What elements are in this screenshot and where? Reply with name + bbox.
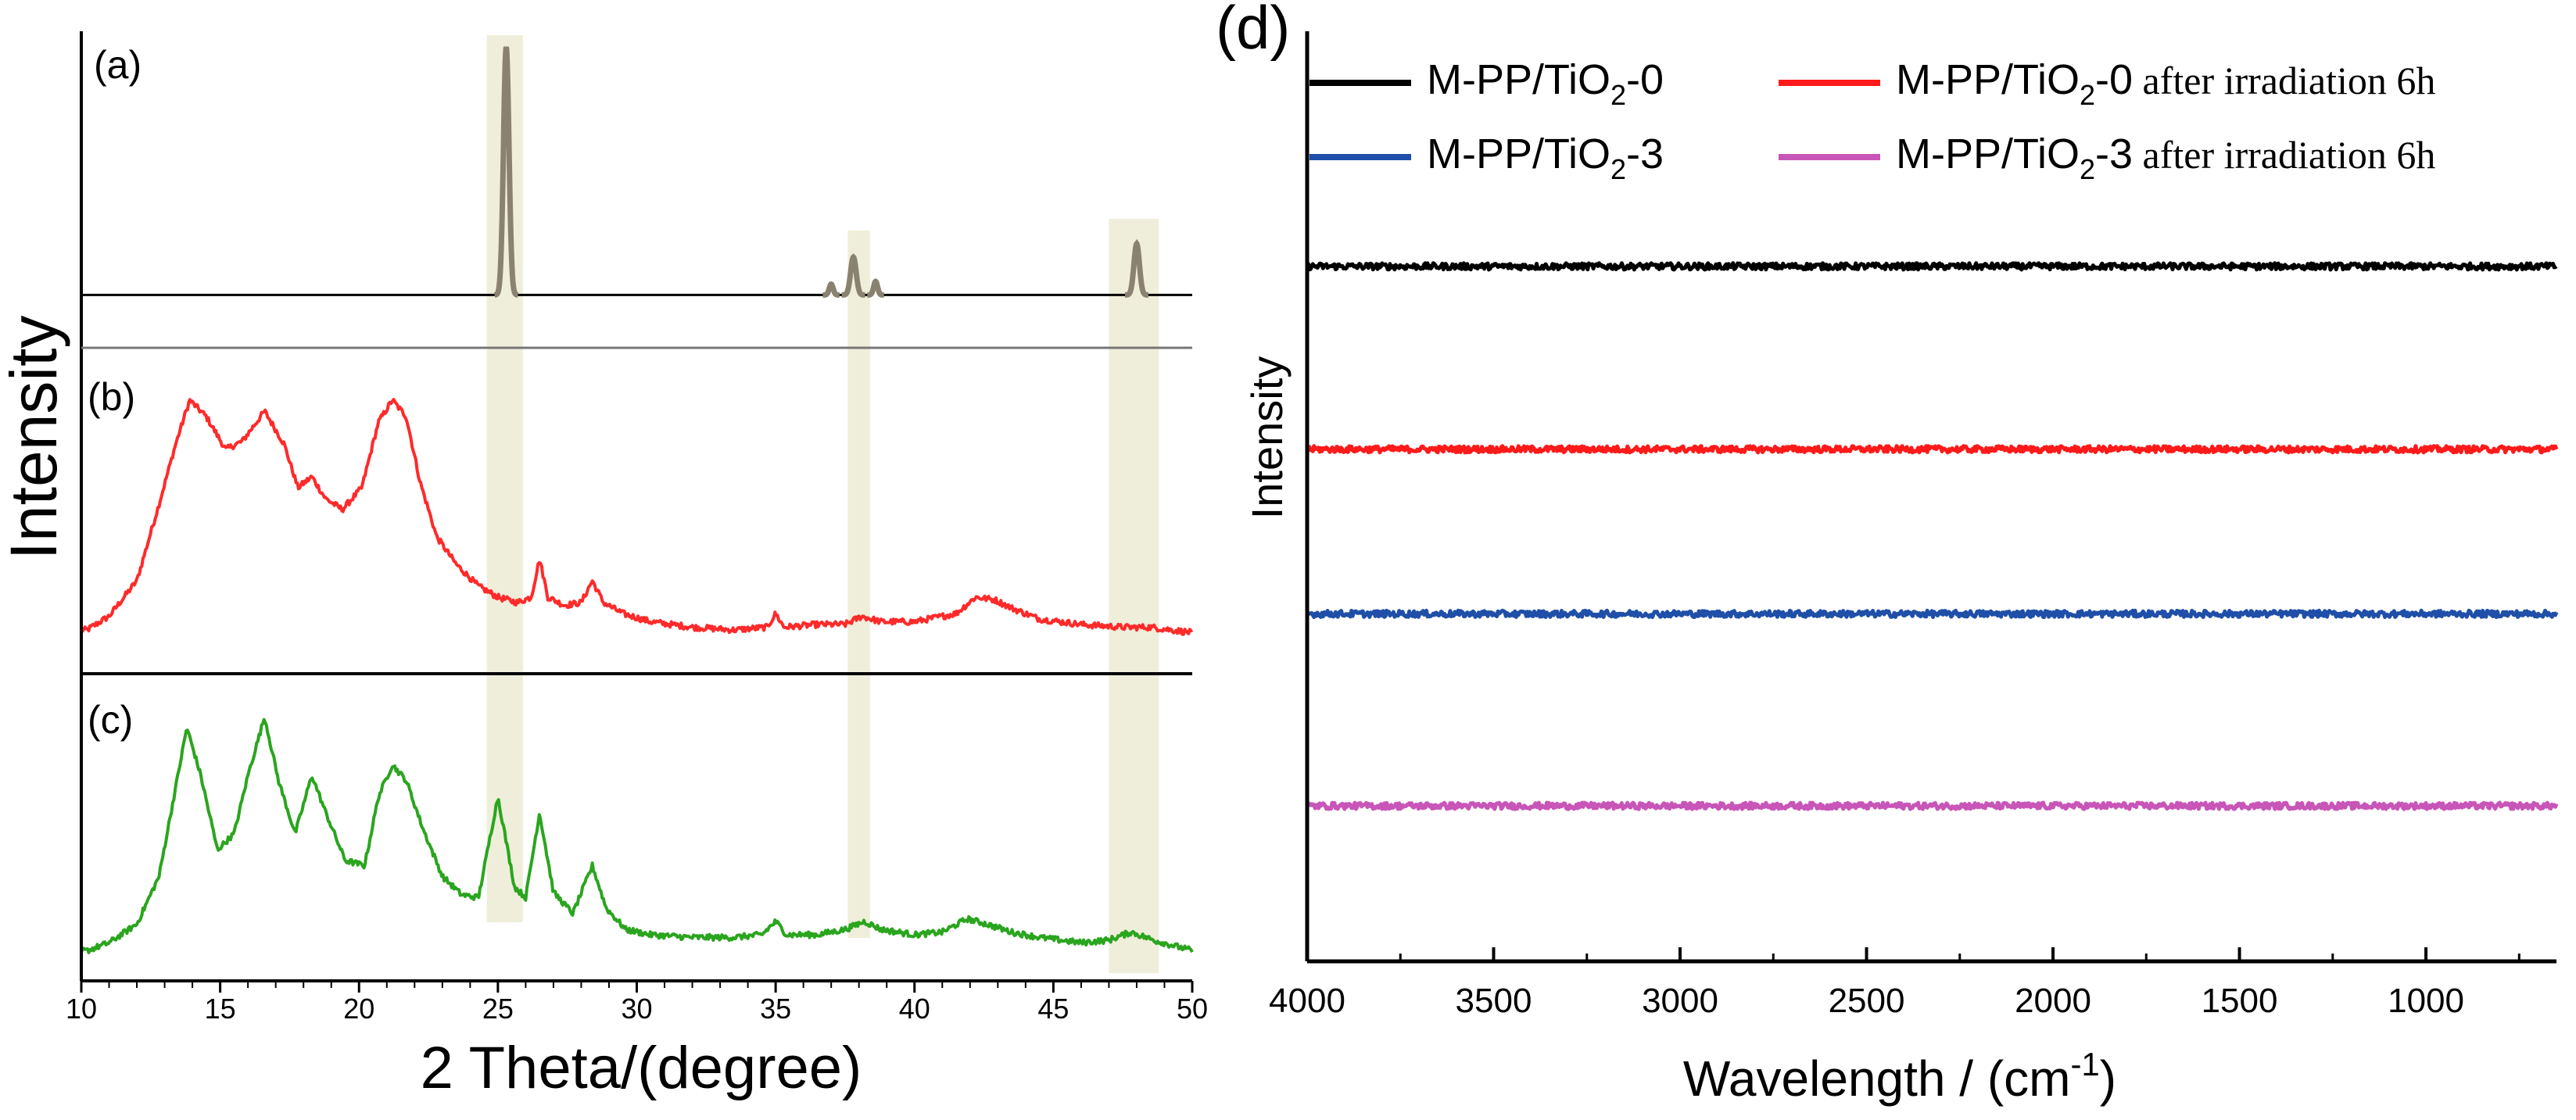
legend-label-prefix: M-PP/TiO [1427,131,1610,177]
ftir-panel-label: (d) [1216,0,1290,62]
legend-label-sub: 2 [1610,79,1626,111]
xrd-panel: 10 15 20 25 30 35 40 45 50 (a) (b) (c) 2 Theta/(… [0,31,1208,1101]
legend-label: M-PP/TiO2-3 after irradiation 6h [1896,131,2435,185]
xrd-panel-label-b: (b) [88,375,135,419]
ftir-x-ticks: 4000 3500 3000 2500 2000 1500 1000 [1269,947,2520,1020]
ftir-tick-label: 2500 [1829,982,1905,1020]
xrd-tick-label: 30 [621,993,652,1025]
legend-label-sub: 2 [2080,153,2095,185]
legend-label-prefix: M-PP/TiO [1896,131,2080,177]
legend-label-extra: after irradiation 6h [2133,59,2435,102]
xrd-tick-label: 40 [899,993,930,1025]
legend-label-sub: 2 [2080,79,2095,111]
legend-label-extra: after irradiation 6h [2133,133,2435,177]
xrd-series-group [80,46,1194,954]
xrd-peak [867,278,884,298]
legend-label: M-PP/TiO2-0 [1427,56,1664,111]
xrd-tick-label: 50 [1177,993,1208,1025]
xrd-tick-label: 15 [205,993,236,1025]
xrd-tick-label: 20 [343,993,374,1025]
ftir-series-line [1306,800,2559,811]
xrd-y-axis-label: Intensity [0,316,70,560]
ftir-tick-label: 4000 [1269,982,1345,1020]
ftir-x-axis-label: Wavelength / (cm-1) [1683,1046,2116,1107]
legend-label-suffix: -3 [2095,131,2133,177]
ftir-x-axis-label-main: Wavelength / (cm [1683,1050,2071,1107]
legend-label: M-PP/TiO2-0 after irradiation 6h [1896,56,2435,111]
ftir-series-line [1306,444,2559,455]
ftir-x-axis-label-sup: -1 [2070,1046,2099,1082]
xrd-panel-label-a: (a) [94,43,142,87]
legend-label-suffix: -0 [2095,56,2133,103]
ftir-tick-label: 1500 [2202,982,2278,1020]
ftir-panel: (d) 4000 3500 3000 2500 2000 1500 1000 M-PP/Ti… [1216,0,2559,1107]
highlight-band [847,231,870,938]
xrd-series-line [81,47,1192,296]
xrd-peak [1125,239,1148,298]
ftir-frame [1305,31,2556,964]
xrd-series-line [80,398,1194,636]
highlight-band [1109,219,1159,973]
xrd-tick-label: 25 [482,993,514,1025]
ftir-tick-label: 1000 [2388,982,2464,1020]
legend-label-suffix: -0 [1626,56,1664,103]
legend-label-suffix: -3 [1626,131,1664,177]
legend-label-sub: 2 [1610,153,1626,185]
xrd-panel-label-c: (c) [88,698,133,742]
highlight-bands [486,35,1159,973]
xrd-tick-label: 45 [1037,993,1069,1025]
xrd-tick-label: 35 [760,993,791,1025]
xrd-tick-label: 10 [66,993,97,1025]
ftir-y-axis-label: Intensity [1242,356,1292,520]
xrd-peak [841,253,865,298]
ftir-tick-label: 3500 [1456,982,1532,1020]
xrd-frame [80,31,1192,982]
xrd-peak [493,46,519,298]
ftir-x-axis-label-end: ) [2100,1050,2116,1107]
legend-label-prefix: M-PP/TiO [1427,56,1610,103]
legend-label: M-PP/TiO2-3 [1427,131,1664,185]
xrd-x-ticks: 10 15 20 25 30 35 40 45 50 [66,981,1208,1025]
xrd-peak [822,281,840,298]
ftir-tick-label: 2000 [2015,982,2091,1020]
legend-label-prefix: M-PP/TiO [1896,56,2080,103]
ftir-series-line [1305,608,2559,619]
ftir-legend: M-PP/TiO2-0 M-PP/TiO2-0 after irradiation… [1309,56,2435,185]
ftir-tick-label: 3000 [1642,982,1718,1020]
ftir-series-group [1305,261,2559,811]
ftir-series-line [1306,261,2558,272]
xrd-x-axis-label: 2 Theta/(degree) [421,1035,862,1101]
xrd-series-line [80,717,1194,954]
